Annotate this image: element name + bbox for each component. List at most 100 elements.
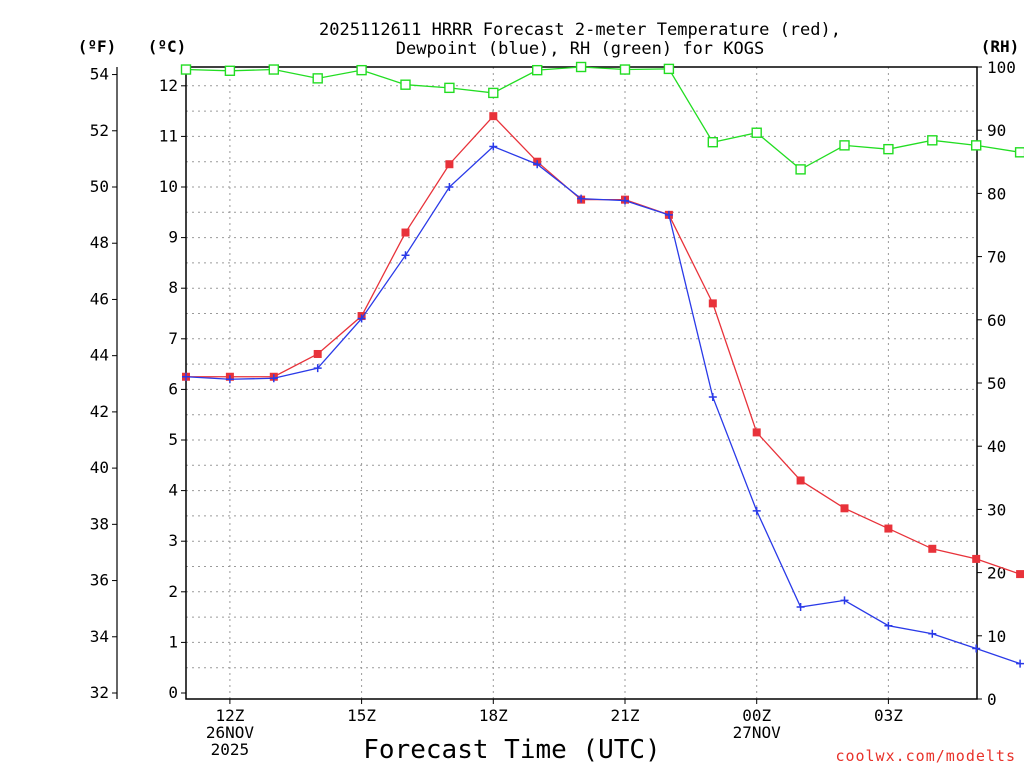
rh-point	[971, 140, 982, 151]
chart-title-line-1: 2025112611 HRRR Forecast 2-meter Tempera…	[319, 20, 841, 40]
temperature-point	[1016, 570, 1024, 579]
dewpoint-point	[708, 392, 717, 401]
celsius-tick-label: 9	[168, 228, 178, 247]
fahrenheit-tick-label: 32	[90, 683, 109, 702]
x-tick-label: 03Z	[874, 706, 903, 725]
rh-point	[619, 64, 631, 75]
x-tick-label: 12Z	[215, 706, 244, 725]
rh-point	[663, 63, 675, 75]
dewpoint-point	[269, 374, 278, 383]
fahrenheit-tick-label: 36	[90, 571, 109, 590]
temperature-line	[186, 115, 1021, 575]
rh-point	[400, 79, 411, 90]
temperature-point	[489, 112, 498, 121]
rh-point	[180, 64, 192, 75]
rh-tick-label: 60	[987, 311, 1006, 330]
fahrenheit-tick-label: 52	[90, 121, 109, 140]
dewpoint-point	[840, 596, 849, 605]
rh-tick-label: 30	[987, 500, 1006, 519]
fahrenheit-unit-label: (ºF)	[78, 37, 117, 56]
celsius-tick-label: 1	[168, 632, 178, 651]
celsius-tick-label: 4	[168, 481, 178, 500]
x-tick-label: 18Z	[479, 706, 508, 725]
rh-point	[795, 164, 806, 175]
rh-point	[575, 61, 587, 73]
temperature-point	[972, 554, 981, 563]
celsius-tick-label: 12	[159, 76, 178, 95]
rh-line	[185, 66, 1021, 171]
temperature-point	[796, 476, 805, 485]
rh-tick-label: 100	[987, 58, 1016, 77]
axes: 3234363840424446485052540123456789101112…	[90, 58, 1016, 759]
rh-tick-label: 70	[987, 248, 1006, 267]
temperature-point	[445, 160, 454, 169]
rh-tick-label: 50	[987, 374, 1006, 393]
rh-point	[356, 64, 367, 76]
celsius-tick-label: 8	[168, 278, 178, 297]
fahrenheit-tick-label: 38	[90, 514, 109, 533]
rh-tick-label: 20	[987, 564, 1006, 583]
dewpoint-point	[225, 375, 234, 384]
dewpoint-point	[621, 196, 629, 205]
fahrenheit-tick-label: 34	[90, 627, 109, 646]
rh-tick-label: 10	[987, 627, 1006, 646]
x-tick-label: 26NOV	[206, 723, 255, 742]
temperature-point	[313, 349, 322, 358]
fahrenheit-tick-label: 50	[90, 177, 109, 196]
x-axis-label: Forecast Time (UTC)	[363, 735, 660, 765]
x-tick-label: 00Z	[742, 706, 771, 725]
rh-unit-label: (RH)	[981, 37, 1020, 56]
dewpoint-point	[445, 183, 454, 191]
temperature-point	[840, 504, 849, 513]
grid-lines	[186, 67, 977, 699]
x-tick-label: 15Z	[347, 706, 376, 725]
dewpoint-point	[884, 621, 893, 630]
x-tick-label: 27NOV	[733, 723, 782, 742]
fahrenheit-tick-label: 46	[90, 289, 109, 308]
rh-point	[312, 73, 323, 84]
dewpoint-line	[185, 145, 1021, 665]
rh-tick-label: 0	[987, 690, 997, 709]
celsius-tick-label: 0	[168, 683, 178, 702]
fahrenheit-tick-label: 54	[90, 65, 109, 84]
celsius-tick-label: 10	[159, 177, 178, 196]
temperature-point	[752, 428, 761, 437]
dewpoint-point	[1016, 659, 1024, 668]
dewpoint-point	[357, 314, 366, 323]
rh-point	[927, 135, 938, 146]
temperature-point	[708, 299, 717, 308]
dewpoint-point	[972, 644, 981, 653]
dewpoint-point	[489, 142, 498, 151]
dewpoint-point	[313, 364, 322, 373]
fahrenheit-tick-label: 42	[90, 402, 109, 421]
celsius-unit-label: (ºC)	[148, 37, 187, 56]
rh-point	[444, 82, 455, 94]
fahrenheit-tick-label: 44	[90, 346, 109, 365]
rh-point	[268, 64, 279, 75]
celsius-tick-label: 3	[168, 531, 178, 550]
x-tick-label: 21Z	[611, 706, 640, 725]
dewpoint-point	[664, 210, 673, 219]
dewpoint-point	[928, 629, 937, 638]
rh-tick-label: 90	[987, 121, 1006, 140]
celsius-tick-label: 7	[168, 329, 178, 348]
rh-point	[707, 137, 718, 148]
rh-tick-label: 80	[987, 184, 1006, 203]
temperature-point	[401, 228, 410, 237]
rh-point	[1014, 147, 1024, 158]
dewpoint-point	[577, 194, 586, 203]
rh-point	[532, 64, 543, 76]
temperature-point	[884, 524, 893, 533]
celsius-tick-label: 11	[159, 126, 178, 145]
data-series	[180, 61, 1024, 668]
rh-point	[751, 127, 762, 138]
rh-point	[224, 65, 236, 76]
celsius-tick-label: 5	[168, 430, 178, 449]
rh-tick-label: 40	[987, 437, 1006, 456]
chart-title-line-2: Dewpoint (blue), RH (green) for KOGS	[396, 39, 764, 59]
credit-text: coolwx.com/modelts	[835, 747, 1016, 765]
celsius-tick-label: 6	[168, 379, 178, 398]
rh-point	[883, 143, 894, 155]
rh-point	[839, 140, 850, 151]
